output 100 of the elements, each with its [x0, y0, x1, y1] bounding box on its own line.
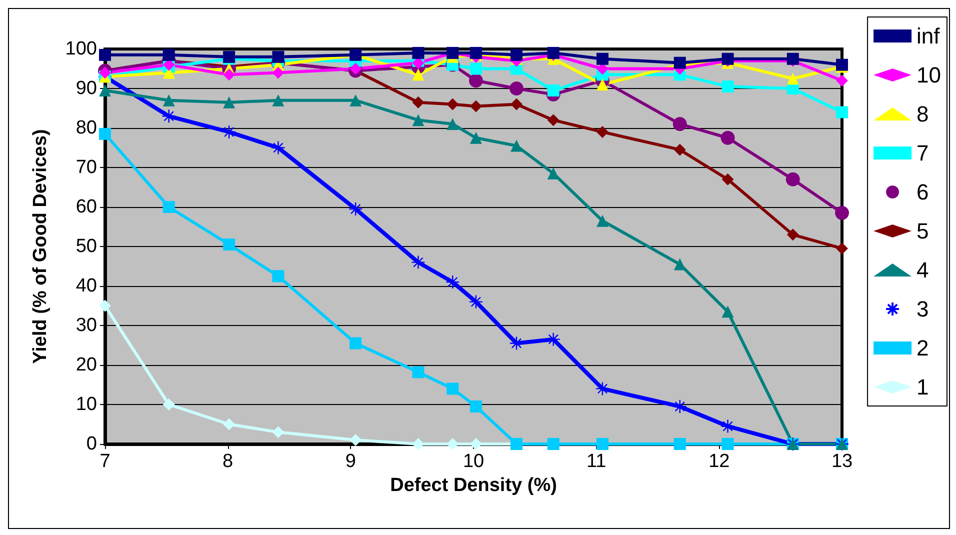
point	[720, 130, 735, 145]
x-tick-label: 7	[100, 451, 110, 472]
point	[595, 382, 610, 396]
point	[223, 238, 236, 251]
point	[596, 52, 608, 65]
y-tick-label: 0	[86, 434, 97, 454]
point	[350, 94, 362, 106]
legend-label: 1	[916, 374, 929, 400]
point	[162, 94, 175, 106]
point	[510, 82, 524, 96]
point	[348, 202, 363, 216]
point	[223, 68, 236, 81]
point	[596, 126, 608, 138]
point	[272, 426, 284, 438]
point	[672, 399, 687, 414]
y-tick-label: 70	[76, 157, 97, 178]
x-tick-label: 10	[462, 451, 484, 472]
y-tick-label: 30	[76, 315, 97, 336]
point	[674, 258, 686, 270]
point	[223, 418, 236, 430]
point	[722, 173, 734, 186]
legend-label: 8	[916, 102, 929, 126]
point	[786, 172, 800, 186]
point	[272, 50, 284, 63]
point	[786, 228, 799, 241]
x-tick-label: 13	[831, 451, 853, 472]
y-tick-label: 90	[76, 78, 97, 99]
y-axis-title: Yield (% of Good Devices)	[30, 129, 51, 364]
point	[546, 332, 560, 346]
point	[470, 400, 482, 412]
y-tick-label: 50	[76, 236, 97, 257]
point	[446, 382, 459, 395]
point	[547, 84, 560, 96]
point	[162, 398, 175, 410]
point	[411, 255, 426, 270]
point	[446, 98, 459, 110]
x-tick-label: 12	[708, 451, 730, 472]
x-tick-label: 11	[586, 451, 606, 472]
point	[722, 306, 734, 318]
point	[412, 96, 424, 108]
point	[162, 201, 175, 213]
point	[223, 96, 236, 108]
point	[722, 80, 734, 93]
point	[720, 419, 735, 434]
y-tick-label: 80	[76, 118, 97, 138]
y-tick-label: 60	[76, 196, 97, 218]
point	[510, 48, 522, 61]
point	[468, 294, 484, 309]
y-tick-label: 100	[65, 38, 97, 60]
point	[412, 46, 424, 59]
legend-label: 6	[916, 180, 929, 204]
point	[836, 74, 848, 87]
point	[547, 114, 560, 126]
point	[470, 132, 482, 144]
point	[674, 144, 686, 156]
point	[99, 128, 111, 140]
point	[272, 66, 284, 79]
point	[446, 274, 460, 290]
point	[446, 118, 459, 130]
x-axis-title: Defect Density (%)	[390, 475, 557, 496]
point	[412, 68, 424, 81]
legend-label: 10	[916, 62, 942, 88]
point	[596, 214, 608, 227]
point	[271, 140, 286, 155]
point	[412, 114, 424, 126]
legend-label: 4	[916, 258, 929, 282]
point	[222, 124, 236, 140]
point	[470, 100, 482, 112]
x-tick-label: 9	[345, 451, 356, 472]
legend-label: 5	[916, 218, 929, 244]
point	[412, 438, 424, 450]
point	[446, 438, 459, 450]
legend-label: inf	[916, 24, 941, 48]
point	[162, 109, 176, 124]
point	[672, 117, 687, 132]
legend-label: 3	[916, 296, 929, 322]
point	[510, 140, 522, 152]
legend-label: 7	[916, 140, 929, 166]
point	[99, 300, 111, 312]
point	[99, 48, 111, 61]
point	[272, 270, 284, 282]
point	[786, 72, 799, 85]
point	[412, 366, 424, 378]
y-tick-label: 20	[76, 354, 97, 376]
point	[836, 242, 848, 254]
x-tick-label: 8	[222, 451, 234, 472]
point	[468, 74, 483, 88]
point	[350, 337, 362, 350]
y-tick-label: 40	[76, 276, 97, 296]
point	[350, 434, 362, 446]
y-tick-label: 10	[76, 394, 97, 415]
point	[510, 98, 522, 110]
point	[470, 62, 482, 75]
point	[835, 206, 849, 220]
point	[162, 48, 175, 61]
point	[99, 84, 111, 96]
legend-label: 2	[916, 336, 929, 360]
point	[836, 106, 848, 118]
point	[596, 78, 608, 91]
point	[272, 94, 284, 106]
